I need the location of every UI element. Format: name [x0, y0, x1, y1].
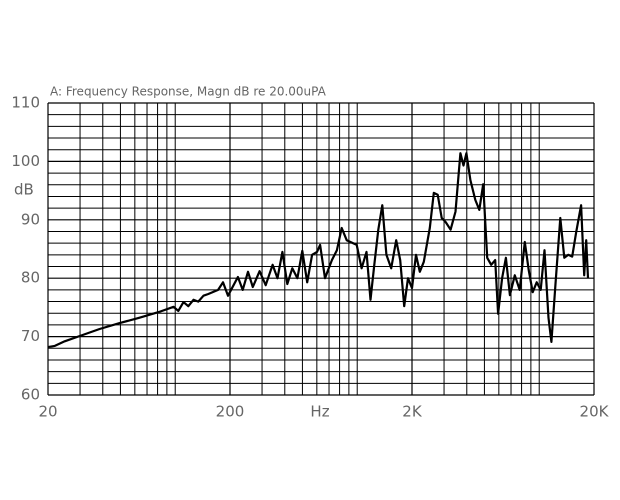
y-tick-label: 60 — [21, 386, 40, 404]
y-tick-label: 80 — [21, 269, 40, 287]
x-tick-label: 20 — [38, 403, 57, 421]
x-tick-label: 2K — [402, 403, 423, 421]
x-tick-label: 200 — [216, 403, 245, 421]
chart-title: A: Frequency Response, Magn dB re 20.00u… — [50, 85, 327, 99]
response-line — [47, 152, 590, 349]
x-tick-label: 20K — [580, 403, 610, 421]
y-tick-label: 100 — [11, 152, 40, 170]
y-axis-label: dB — [14, 181, 34, 199]
y-tick-label: 110 — [11, 94, 40, 112]
x-axis-label: Hz — [310, 403, 329, 421]
y-tick-label: 90 — [21, 210, 40, 228]
y-tick-label: 70 — [21, 327, 40, 345]
